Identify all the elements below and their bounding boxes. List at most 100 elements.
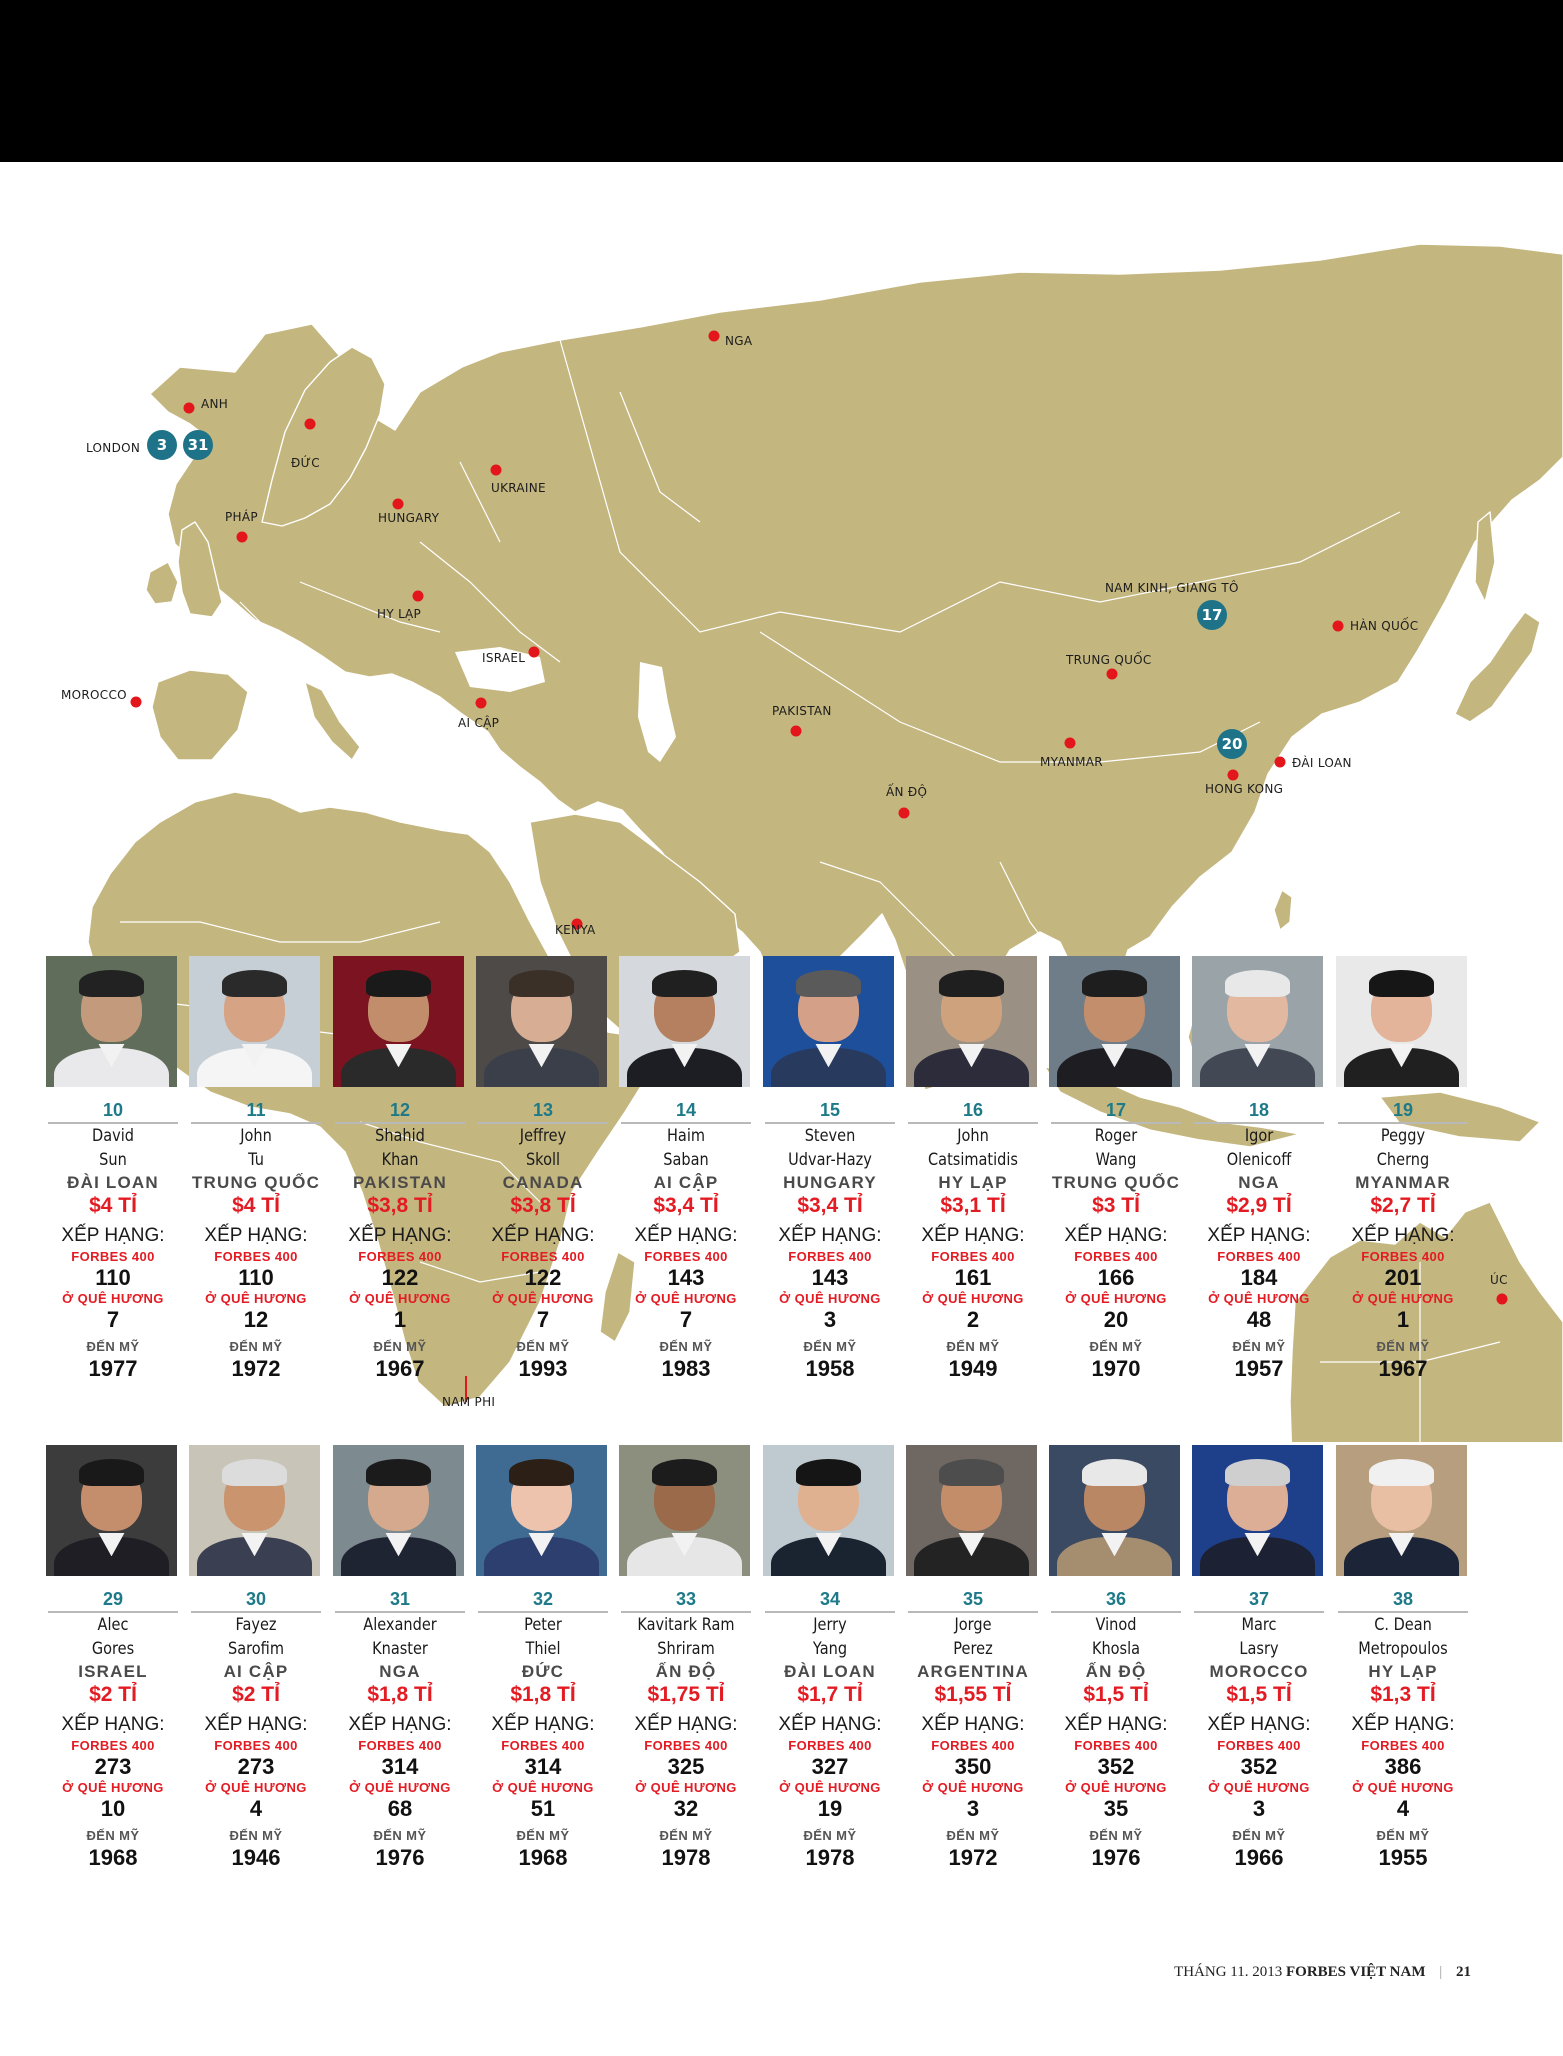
- ranking-label: XẾP HẠNG:: [1064, 1225, 1168, 1246]
- hometown-rank: 35: [1103, 1796, 1129, 1821]
- net-worth: $2,9 TỈ: [1226, 1194, 1292, 1217]
- last-name: Knaster: [372, 1639, 428, 1658]
- net-worth: $2 TỈ: [89, 1683, 137, 1706]
- forbes400-rank: 386: [1384, 1754, 1422, 1779]
- forbes400-rank: 352: [1240, 1754, 1278, 1779]
- arrival-year: 1978: [661, 1845, 711, 1870]
- net-worth: $1,55 TỈ: [934, 1683, 1012, 1706]
- first-name: C. Dean: [1374, 1615, 1432, 1634]
- arrival-label: ĐẾN MỸ: [946, 1828, 1000, 1843]
- rank-divider: [335, 1611, 465, 1613]
- arrival-year: 1993: [518, 1356, 568, 1381]
- arrival-label: ĐẾN MỸ: [1376, 1828, 1430, 1843]
- rank-number: 31: [389, 1589, 411, 1609]
- portrait-photo: [619, 956, 750, 1087]
- net-worth: $1,7 TỈ: [797, 1683, 863, 1706]
- hometown-rank: 7: [106, 1307, 120, 1332]
- last-name: Saban: [663, 1150, 709, 1169]
- first-name: Kavitark Ram: [637, 1615, 735, 1634]
- arrival-label: ĐẾN MỸ: [1089, 1828, 1143, 1843]
- portrait-photo: [763, 956, 894, 1087]
- dot-trung-quoc: [1106, 668, 1118, 680]
- arrival-label: ĐẾN MỸ: [86, 1339, 140, 1354]
- label-nam-phi: NAM PHI: [442, 1395, 495, 1409]
- first-name: Jerry: [813, 1615, 847, 1634]
- portrait-photo: [1192, 1445, 1323, 1576]
- billionaire-card: 18 Igor Olenicoff NGA $2,9 TỈ XẾP HẠNG: …: [1192, 956, 1326, 1382]
- forbes400-label: FORBES 400: [788, 1249, 872, 1264]
- first-name: Igor: [1244, 1126, 1274, 1145]
- forbes400-label: FORBES 400: [1361, 1249, 1445, 1264]
- first-name: Roger: [1094, 1126, 1138, 1145]
- net-worth: $1,8 TỈ: [367, 1683, 433, 1706]
- forbes400-label: FORBES 400: [71, 1249, 155, 1264]
- last-name: Tu: [248, 1150, 264, 1169]
- hometown-label: Ở QUÊ HƯƠNG: [779, 1780, 881, 1795]
- badge-3: [147, 430, 177, 460]
- forbes400-label: FORBES 400: [644, 1738, 728, 1753]
- label-hong-kong: HONG KONG: [1205, 782, 1283, 796]
- hometown-rank: 1: [393, 1307, 407, 1332]
- arrival-label: ĐẾN MỸ: [803, 1828, 857, 1843]
- forbes400-label: FORBES 400: [788, 1738, 872, 1753]
- first-name: Peter: [524, 1615, 562, 1634]
- ranking-label: XẾP HẠNG:: [491, 1714, 595, 1735]
- ranking-label: XẾP HẠNG:: [348, 1714, 452, 1735]
- label-ukraine: UKRAINE: [491, 481, 546, 495]
- forbes400-label: FORBES 400: [358, 1738, 442, 1753]
- landmass-great-britain: [177, 521, 223, 618]
- label-kenya: KENYA: [555, 923, 596, 937]
- forbes400-rank: 314: [381, 1754, 419, 1779]
- dot-morocco: [130, 696, 142, 708]
- hometown-rank: 12: [243, 1307, 269, 1332]
- billionaire-card: 36 Vinod Khosla ẤN ĐỘ $1,5 TỈ XẾP HẠNG: …: [1049, 1445, 1183, 1871]
- footer-brand: FORBES VIỆT NAM: [1286, 1964, 1426, 1980]
- hometown-label: Ở QUÊ HƯƠNG: [1065, 1780, 1167, 1795]
- rank-number: 37: [1248, 1589, 1270, 1609]
- dot-phap: [236, 531, 248, 543]
- rank-number: 11: [246, 1100, 266, 1120]
- billionaire-card: 34 Jerry Yang ĐÀI LOAN $1,7 TỈ XẾP HẠNG:…: [763, 1445, 897, 1871]
- landmass-scandinavia: [261, 346, 386, 527]
- ranking-label: XẾP HẠNG:: [1351, 1714, 1455, 1735]
- rank-number: 32: [532, 1589, 554, 1609]
- first-name: Marc: [1241, 1615, 1277, 1634]
- first-name: Alexander: [363, 1615, 437, 1634]
- hometown-rank: 2: [966, 1307, 980, 1332]
- first-name: Jorge: [954, 1615, 992, 1634]
- arrival-label: ĐẾN MỸ: [229, 1828, 283, 1843]
- rank-divider: [765, 1122, 895, 1124]
- label-nga: NGA: [725, 334, 753, 348]
- origin-country: ẤN ĐỘ: [1085, 1662, 1147, 1681]
- dot-hungary: [392, 498, 404, 510]
- label-dai-loan: ĐÀI LOAN: [1292, 755, 1352, 770]
- rank-divider: [1194, 1122, 1324, 1124]
- badge-31-text: 31: [188, 436, 209, 454]
- badge-20: [1217, 729, 1247, 759]
- rank-number: 19: [1392, 1100, 1414, 1120]
- portrait-photo: [1192, 956, 1323, 1087]
- rank-divider: [478, 1122, 608, 1124]
- arrival-label: ĐẾN MỸ: [86, 1828, 140, 1843]
- origin-country: ISRAEL: [78, 1662, 148, 1681]
- forbes400-rank: 325: [667, 1754, 705, 1779]
- rank-number: 36: [1105, 1589, 1127, 1609]
- last-name: Khosla: [1091, 1639, 1141, 1658]
- rank-number: 14: [675, 1100, 697, 1120]
- dot-ukraine: [490, 464, 502, 476]
- forbes400-label: FORBES 400: [501, 1738, 585, 1753]
- arrival-label: ĐẾN MỸ: [803, 1339, 857, 1354]
- portrait-photo: [189, 956, 320, 1087]
- hometown-rank: 3: [1252, 1796, 1266, 1821]
- net-worth: $3 TỈ: [1092, 1194, 1140, 1217]
- landmass-new-guinea: [1379, 1091, 1541, 1143]
- label-trung-quoc: TRUNG QUỐC: [1065, 651, 1152, 667]
- ranking-label: XẾP HẠNG:: [778, 1225, 882, 1246]
- net-worth: $4 TỈ: [232, 1194, 280, 1217]
- first-name: Vinod: [1095, 1615, 1137, 1634]
- label-ai-cap: AI CẬP: [458, 715, 499, 730]
- arrival-label: ĐẾN MỸ: [659, 1339, 713, 1354]
- landmass-sakhalin: [1474, 511, 1496, 603]
- arrival-year: 1966: [1234, 1845, 1284, 1870]
- last-name: Shriram: [657, 1639, 715, 1658]
